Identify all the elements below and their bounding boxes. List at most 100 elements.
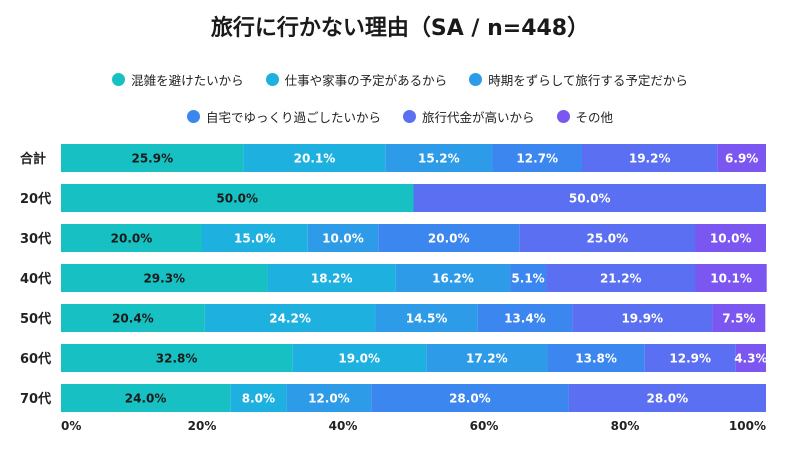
category-label: 40代 [20, 271, 51, 287]
bar-segment [378, 224, 520, 252]
legend-label: 自宅でゆっくり過ごしたいから [205, 110, 381, 125]
bar-segment [286, 384, 372, 412]
bar-segment [735, 344, 766, 372]
legend-marker [469, 73, 483, 86]
bar-segment [477, 304, 573, 332]
data-label: 15.0% [234, 232, 276, 246]
bar-segment [292, 344, 427, 372]
bar-segment [230, 384, 287, 412]
bar-segment [426, 344, 548, 372]
data-label: 29.3% [143, 272, 185, 286]
chart-title: 旅行に行かない理由（SA / n=448） [210, 16, 590, 41]
x-tick-label: 100% [729, 419, 766, 433]
legend-item: 旅行代金が高いから [402, 107, 535, 126]
bar-segment [712, 304, 766, 332]
data-label: 15.2% [418, 152, 460, 166]
bar-segment [572, 304, 713, 332]
x-tick-label: 20% [188, 419, 217, 433]
legend-item: 自宅でゆっくり過ごしたいから [186, 107, 381, 126]
category-label: 20代 [20, 191, 51, 207]
data-label: 32.8% [156, 352, 198, 366]
data-label: 20.0% [111, 232, 153, 246]
legend-label: その他 [575, 110, 614, 125]
data-label: 21.2% [600, 272, 642, 286]
data-label: 24.2% [269, 312, 311, 326]
data-label: 25.9% [131, 152, 173, 166]
category-label: 合計 [20, 151, 46, 167]
bar-segment [61, 344, 293, 372]
x-tick-label: 80% [611, 419, 640, 433]
legend-marker [112, 73, 126, 86]
data-label: 8.0% [242, 392, 275, 406]
data-label: 20.0% [428, 232, 470, 246]
category-label: 50代 [20, 311, 51, 327]
data-label: 13.4% [504, 312, 546, 326]
bar-segment [61, 304, 205, 332]
bar-segment [695, 264, 767, 292]
x-tick-label: 0% [61, 419, 81, 433]
data-label: 12.9% [669, 352, 711, 366]
data-label: 19.9% [621, 312, 663, 326]
data-label: 50.0% [216, 192, 258, 206]
bar-segment [546, 264, 696, 292]
legend-marker [186, 110, 200, 123]
bar-segment [581, 144, 718, 172]
legend-marker [402, 110, 416, 123]
bar-segment [307, 224, 379, 252]
data-label: 19.0% [338, 352, 380, 366]
data-label: 50.0% [569, 192, 611, 206]
data-label: 16.2% [432, 272, 474, 286]
bar-segment [243, 144, 386, 172]
data-label: 10.0% [710, 232, 752, 246]
category-label: 60代 [20, 351, 51, 367]
bar-segment [61, 384, 231, 412]
bar-segment [568, 384, 766, 412]
category-label: 30代 [20, 231, 51, 247]
legend-marker [556, 110, 570, 123]
legend-row-1: 混雑を避けたいから 仕事や家事の予定があるから 時期をずらして旅行する予定だから [0, 70, 800, 89]
data-label: 25.0% [587, 232, 629, 246]
legend-label: 混雑を避けたいから [131, 73, 244, 88]
data-label: 10.0% [322, 232, 364, 246]
data-label: 19.2% [629, 152, 671, 166]
data-label: 17.2% [466, 352, 508, 366]
data-label: 7.5% [722, 312, 755, 326]
data-label: 28.0% [449, 392, 491, 406]
legend-item: 時期をずらして旅行する予定だから [469, 70, 688, 89]
data-label: 6.9% [725, 152, 758, 166]
data-label: 14.5% [406, 312, 448, 326]
bar-segment [395, 264, 511, 292]
bar-segment [204, 304, 376, 332]
bar-segment [371, 384, 569, 412]
data-label: 18.2% [311, 272, 353, 286]
legend-item: その他 [556, 107, 614, 126]
bar-segment [519, 224, 696, 252]
bar-segment [413, 184, 766, 212]
legend-marker [265, 73, 279, 86]
data-label: 12.0% [308, 392, 350, 406]
data-label: 5.1% [511, 272, 544, 286]
category-label: 70代 [20, 391, 51, 407]
legend-label: 旅行代金が高いから [421, 110, 535, 125]
data-label: 28.0% [646, 392, 688, 406]
data-label: 13.8% [575, 352, 617, 366]
legend-item: 仕事や家事の予定があるから [265, 70, 447, 89]
data-label: 20.4% [112, 312, 154, 326]
data-label: 20.1% [294, 152, 336, 166]
legend-row-2: 自宅でゆっくり過ごしたいから 旅行代金が高いから その他 [0, 107, 800, 126]
bar-segment [717, 144, 766, 172]
bar-segment [644, 344, 736, 372]
bar-segment [385, 144, 493, 172]
legend-item: 混雑を避けたいから [112, 70, 244, 89]
bar-segment [375, 304, 478, 332]
bar-segment [695, 224, 766, 252]
legend-label: 時期をずらして旅行する予定だから [488, 73, 688, 88]
bar-segment [510, 264, 547, 292]
bar-segment [61, 264, 268, 292]
bar-segment [492, 144, 582, 172]
bar-segment [202, 224, 308, 252]
bar-segment [547, 344, 645, 372]
x-tick-label: 40% [329, 419, 358, 433]
